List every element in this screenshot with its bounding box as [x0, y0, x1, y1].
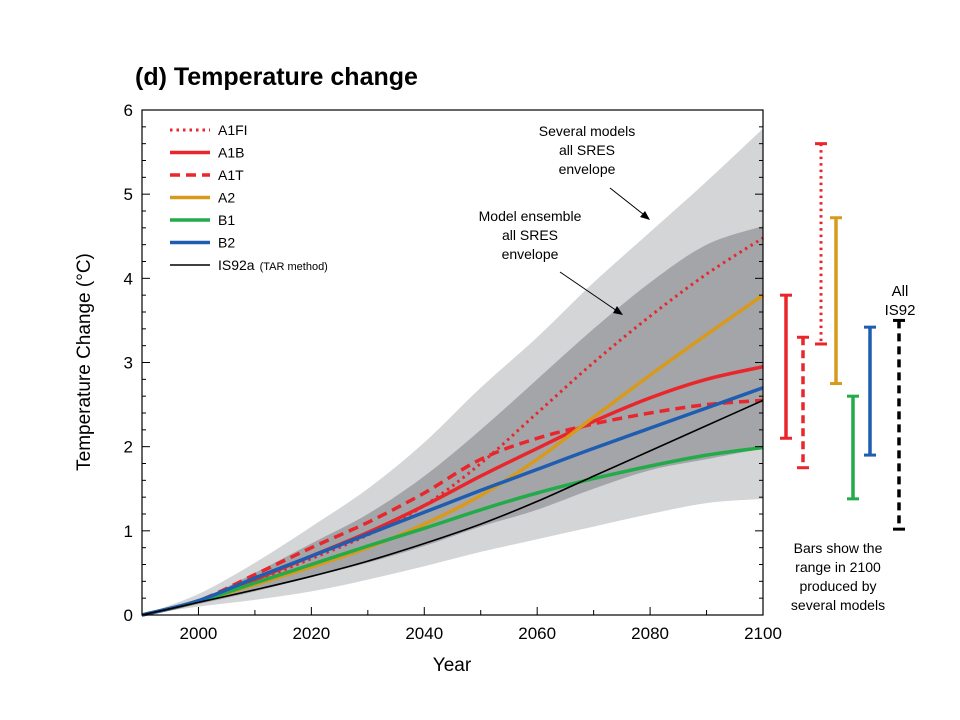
bars-note-text: range in 2100 [795, 559, 881, 575]
annotation-arrow [609, 187, 649, 219]
x-tick-label: 2000 [180, 624, 218, 643]
series-line [141, 398, 764, 617]
annotation-text: Several models [539, 123, 636, 139]
legend-label: IS92a (TAR method) [218, 257, 328, 273]
all-is92-label: IS92 [885, 302, 916, 319]
x-tick-label: 2020 [292, 624, 330, 643]
y-tick-label: 2 [124, 438, 133, 457]
y-tick-label: 3 [124, 354, 133, 373]
envelopes-layer [142, 128, 763, 615]
envelope-band [142, 128, 763, 615]
y-axis-label: Temperature Change (°C) [74, 253, 95, 471]
annotation-several-models: Several models all SRES envelope [539, 123, 650, 220]
annotation-arrow [559, 271, 621, 314]
y-tick-label: 1 [124, 522, 133, 541]
series-lines-layer [141, 236, 765, 617]
x-axis-label: Year [433, 655, 472, 676]
range-bars-2100 [780, 142, 905, 531]
bars-note-text: produced by [799, 578, 876, 594]
y-tick-label: 5 [124, 185, 133, 204]
x-tick-label: 2100 [744, 624, 782, 643]
legend-label: A1FI [218, 122, 248, 138]
annotation-arrowhead [613, 306, 623, 315]
series-line [141, 445, 764, 617]
chart-title: (d) Temperature change [135, 63, 418, 91]
bars-note: Bars show the range in 2100 produced by … [791, 540, 885, 613]
legend-label: A2 [218, 190, 235, 206]
series-line [141, 399, 764, 616]
legend-label: B1 [218, 212, 235, 228]
bars-note-text: Bars show the [794, 540, 883, 556]
envelope-band [142, 226, 763, 615]
x-axis: 2000 2020 2040 2060 2080 2100 [141, 607, 782, 643]
y-tick-label: 0 [124, 606, 133, 625]
annotation-text: Model ensemble [479, 208, 582, 224]
legend-label: B2 [218, 235, 235, 251]
x-tick-label: 2040 [405, 624, 443, 643]
y-axis: 0 1 2 3 4 5 6 [124, 101, 763, 625]
series-line [141, 386, 764, 617]
annotation-text: envelope [502, 246, 559, 262]
annotation-text: all SRES [559, 142, 615, 158]
legend-label: A1T [218, 167, 244, 183]
x-tick-label: 2060 [518, 624, 556, 643]
legend-note: (TAR method) [260, 261, 328, 273]
annotation-text: all SRES [502, 227, 558, 243]
annotation-arrowhead [640, 211, 650, 220]
x-tick-label: 2080 [631, 624, 669, 643]
legend-label: A1B [218, 145, 244, 161]
annotation-text: envelope [559, 161, 616, 177]
annotation-model-ensemble: Model ensemble all SRES envelope [479, 208, 623, 315]
y-tick-label: 6 [124, 101, 133, 120]
y-tick-label: 4 [124, 269, 133, 288]
all-is92-label: All [892, 283, 909, 300]
legend: A1FI A1B A1T A2 B1 B2 IS92a (TAR method) [170, 122, 328, 273]
bars-note-text: several models [791, 597, 885, 613]
